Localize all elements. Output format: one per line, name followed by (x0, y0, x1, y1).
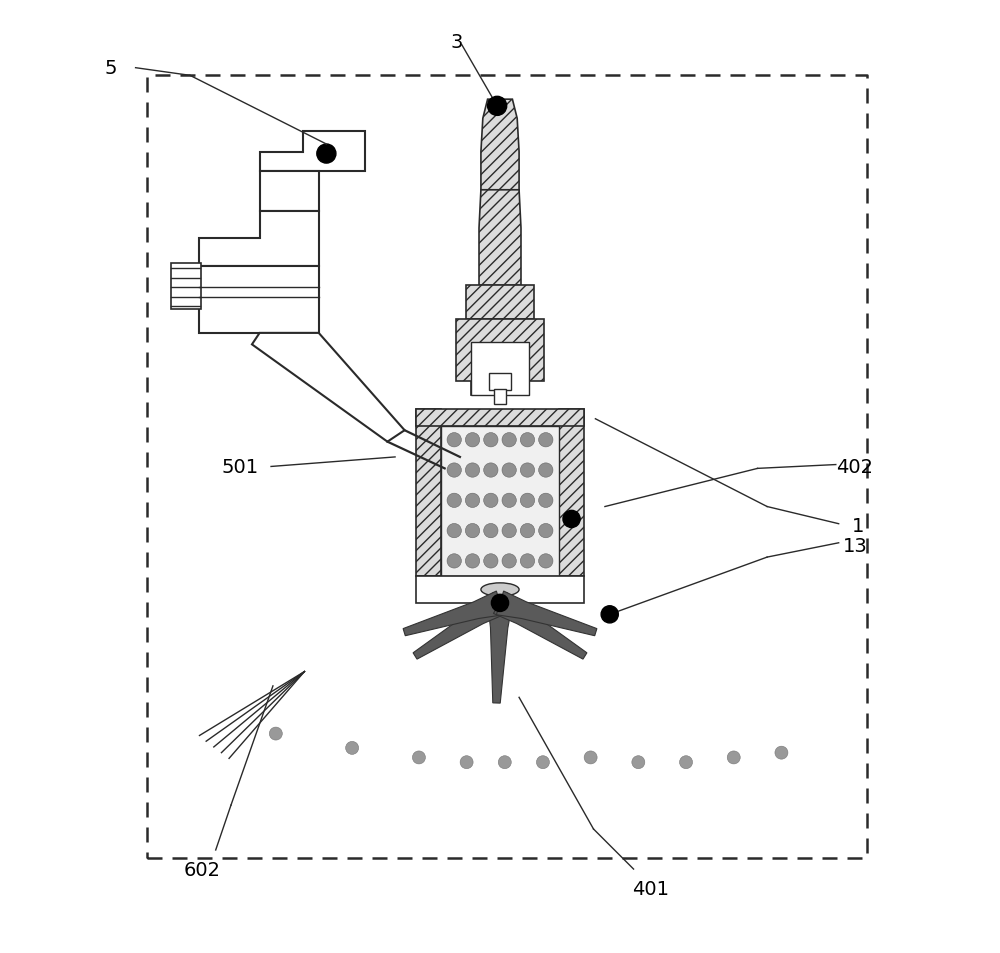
Circle shape (484, 524, 498, 538)
Bar (441, 427, 559, 577)
Circle shape (601, 606, 618, 623)
Bar (471, 343, 529, 395)
Bar (494, 390, 506, 405)
Bar (559, 410, 584, 577)
Circle shape (502, 494, 516, 508)
Bar (489, 374, 511, 391)
Circle shape (447, 433, 461, 448)
Circle shape (520, 524, 535, 538)
Circle shape (447, 463, 461, 477)
Circle shape (520, 433, 535, 448)
Polygon shape (199, 267, 319, 334)
Circle shape (563, 511, 580, 528)
Circle shape (727, 751, 740, 764)
Text: 1: 1 (852, 517, 864, 536)
Circle shape (502, 463, 516, 477)
Circle shape (269, 727, 282, 740)
Circle shape (317, 145, 336, 164)
Bar (416, 577, 584, 603)
Circle shape (447, 554, 461, 568)
Polygon shape (493, 593, 587, 659)
Circle shape (539, 433, 553, 448)
Text: 602: 602 (184, 860, 221, 879)
Circle shape (465, 494, 480, 508)
Polygon shape (403, 592, 504, 636)
Text: 3: 3 (451, 33, 463, 52)
Circle shape (775, 746, 788, 760)
Polygon shape (496, 592, 597, 636)
Polygon shape (252, 334, 405, 442)
Circle shape (488, 97, 507, 116)
Circle shape (520, 554, 535, 568)
Polygon shape (413, 593, 507, 659)
Text: 13: 13 (843, 537, 867, 556)
Circle shape (502, 433, 516, 448)
Circle shape (539, 494, 553, 508)
Circle shape (460, 756, 473, 769)
Circle shape (491, 595, 509, 612)
Text: 5: 5 (105, 59, 117, 78)
Circle shape (484, 554, 498, 568)
Circle shape (465, 554, 480, 568)
Circle shape (536, 756, 549, 769)
Polygon shape (479, 191, 521, 286)
Text: 401: 401 (632, 879, 669, 898)
Circle shape (680, 756, 693, 769)
Text: 402: 402 (836, 457, 873, 476)
Polygon shape (456, 319, 544, 395)
Text: 501: 501 (222, 457, 259, 476)
Circle shape (539, 463, 553, 477)
Polygon shape (199, 212, 319, 267)
Circle shape (498, 756, 511, 769)
Circle shape (447, 494, 461, 508)
Circle shape (502, 524, 516, 538)
Circle shape (520, 463, 535, 477)
Circle shape (539, 524, 553, 538)
Circle shape (502, 554, 516, 568)
Circle shape (465, 524, 480, 538)
Bar (416, 410, 441, 577)
Polygon shape (260, 172, 319, 212)
Polygon shape (466, 286, 534, 319)
Circle shape (539, 554, 553, 568)
Circle shape (484, 494, 498, 508)
Polygon shape (481, 100, 519, 191)
Circle shape (520, 494, 535, 508)
Circle shape (447, 524, 461, 538)
Circle shape (484, 463, 498, 477)
Bar (171, 264, 201, 310)
Circle shape (484, 433, 498, 448)
Polygon shape (260, 132, 365, 172)
Polygon shape (488, 603, 512, 703)
Circle shape (346, 741, 359, 755)
Circle shape (632, 756, 645, 769)
Ellipse shape (481, 583, 519, 597)
Circle shape (465, 463, 480, 477)
Bar (416, 410, 584, 427)
Circle shape (584, 751, 597, 764)
Circle shape (465, 433, 480, 448)
Circle shape (412, 751, 425, 764)
